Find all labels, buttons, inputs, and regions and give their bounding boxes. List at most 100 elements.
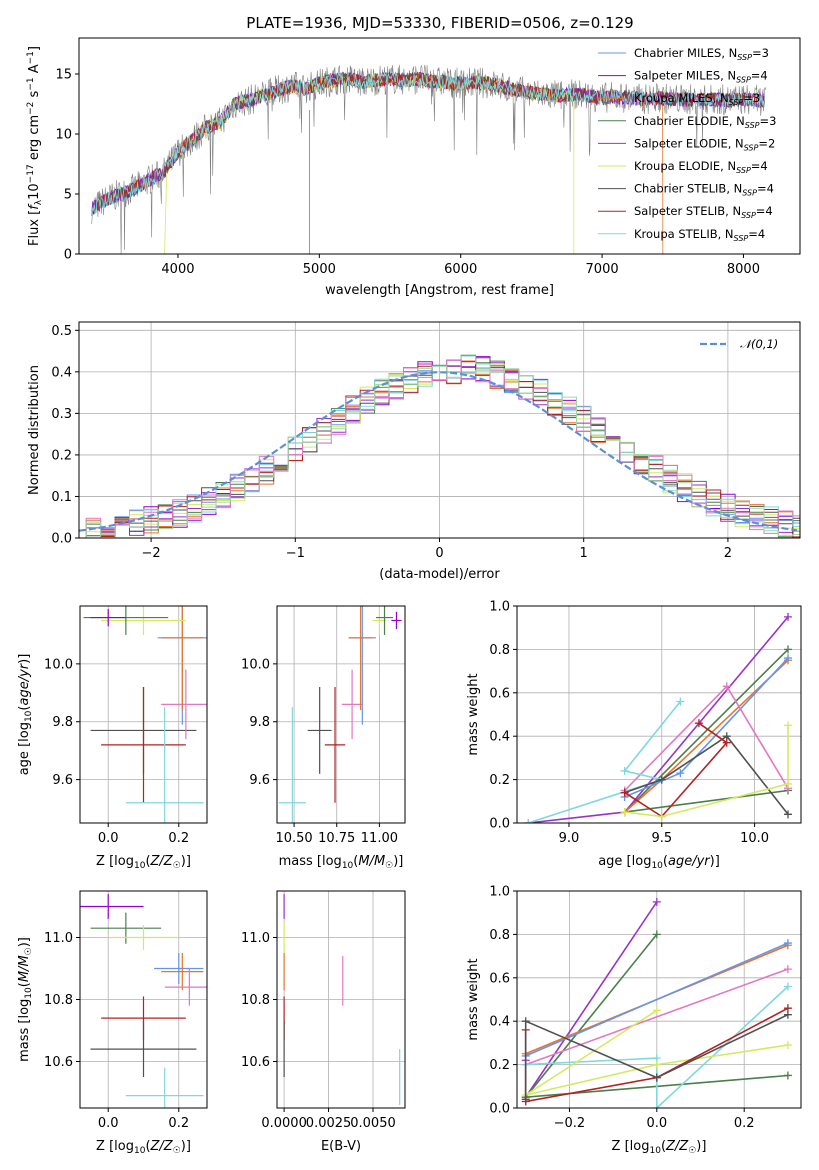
series-group bbox=[524, 612, 793, 823]
label-part: mass [log bbox=[17, 999, 32, 1062]
x-axis-label: Z [log10(Z/Z☉)] bbox=[96, 1139, 191, 1156]
label-part: M/M bbox=[358, 854, 385, 869]
model-kroupa_elodie-line bbox=[164, 72, 575, 254]
label-part: ( bbox=[17, 706, 32, 711]
y-tick-label: 9.8 bbox=[249, 715, 270, 730]
label-part: 10 bbox=[649, 1146, 661, 1156]
weight-marker-kroupa_stelib bbox=[676, 697, 685, 706]
legend-sub: SSP bbox=[737, 53, 752, 62]
weight-marker-chabrier_miles bbox=[784, 654, 793, 663]
legend-label: Salpeter MILES, N bbox=[634, 69, 736, 83]
legend-sub: SSP bbox=[745, 121, 760, 130]
y-tick-label: 10.8 bbox=[44, 993, 73, 1008]
label-part: )] bbox=[393, 854, 403, 869]
label-part: −2 bbox=[26, 102, 36, 115]
axes-frame bbox=[78, 37, 801, 255]
weight-marker-chabrier_miles bbox=[676, 769, 685, 778]
histogram-lightgreen bbox=[79, 365, 800, 538]
x-tick-label: 6000 bbox=[444, 262, 477, 277]
x-tick-label: 0.2 bbox=[734, 1116, 755, 1131]
y-tick-label: 0.5 bbox=[51, 324, 72, 339]
y-tick-label: 0.2 bbox=[489, 1058, 510, 1073]
x-tick-label: 0.0 bbox=[98, 831, 119, 846]
series-group bbox=[83, 606, 207, 823]
label-part: 10 bbox=[134, 861, 146, 871]
legend-value: =3 bbox=[743, 91, 760, 105]
legend-label: Chabrier ELODIE, N bbox=[634, 114, 745, 128]
series-group bbox=[80, 894, 207, 1108]
y-tick-label: 10.0 bbox=[241, 657, 270, 672]
weight-marker-salpeter_stelib bbox=[620, 788, 629, 797]
weight-line-salpeter_elodie bbox=[524, 901, 658, 1100]
y-tick-label: 0.6 bbox=[489, 686, 510, 701]
label-part: )] bbox=[17, 654, 32, 664]
y-tick-label: 10.8 bbox=[241, 993, 270, 1008]
histogram-pink bbox=[79, 359, 800, 538]
x-tick-label: 2 bbox=[724, 546, 732, 561]
legend-value: =4 bbox=[748, 227, 765, 241]
x-tick-label: 11.00 bbox=[361, 831, 398, 846]
y-axis-label: Flux [fλ10−17 erg cm−2 s−1 A−1] bbox=[26, 46, 44, 246]
legend-value: =4 bbox=[751, 69, 768, 83]
weight-marker-chabrier_stelib bbox=[521, 1017, 530, 1026]
model-kroupa_stelib-line bbox=[91, 71, 765, 216]
weight-marker-kroupa_stelib bbox=[524, 819, 533, 823]
axes-frame bbox=[78, 321, 801, 539]
grid-lines bbox=[517, 605, 801, 824]
legend-sub: SSP bbox=[736, 76, 751, 85]
weight-marker-kroupa_elodie bbox=[783, 1041, 792, 1050]
y-tick-label: 9.8 bbox=[52, 715, 73, 730]
axes-weight_vs_age: 9.0 9.5 10.0 0.0 0.2 0.4 0.6 0.8 1.0 age [log10(a… bbox=[466, 600, 802, 871]
label-part: Z/Z bbox=[665, 1139, 689, 1154]
label-part: Normed distribution bbox=[27, 365, 42, 495]
weight-marker-kroupa_elodie bbox=[652, 1006, 661, 1015]
weight-marker-chabrier_stelib bbox=[652, 1073, 661, 1082]
y-tick-label: 0.2 bbox=[51, 448, 72, 463]
weight-line-chabrier_elodie bbox=[622, 648, 789, 814]
label-part: −1 bbox=[26, 77, 36, 90]
weight-marker-salpeter_stelib bbox=[722, 738, 731, 747]
x-tick-label: 9.0 bbox=[559, 831, 580, 846]
x-tick-label: 10.75 bbox=[318, 831, 355, 846]
label-part: ( bbox=[145, 1139, 150, 1154]
axes-frame bbox=[79, 890, 208, 1109]
y-tick-label: 0.0 bbox=[489, 1102, 510, 1117]
legend-value: =4 bbox=[751, 159, 768, 173]
series-group bbox=[283, 894, 401, 1105]
label-part: mass weight bbox=[466, 673, 481, 755]
weight-marker-salpeter_elodie bbox=[784, 612, 793, 621]
legend-sub: SSP bbox=[742, 189, 757, 198]
weight-line-salpeter_elodie bbox=[528, 616, 789, 823]
series-group bbox=[278, 606, 402, 823]
weight-marker-chabrier_elodie bbox=[783, 1071, 792, 1080]
y-tick-label: 5 bbox=[64, 188, 72, 203]
legend-entry: Salpeter ELODIE, NSSP=2 bbox=[634, 136, 775, 152]
series-group bbox=[79, 354, 800, 538]
label-part: )] bbox=[696, 1139, 706, 1154]
legend-entry: Kroupa STELIB, NSSP=4 bbox=[634, 227, 765, 243]
y-tick-label: 1.0 bbox=[489, 600, 510, 615]
weight-line-salpeter_stelib bbox=[624, 722, 728, 818]
label-part: 10 bbox=[24, 987, 34, 999]
x-axis-label: (data-model)/error bbox=[379, 567, 500, 582]
weight-marker-pink bbox=[783, 965, 792, 974]
x-tick-label: −0.2 bbox=[554, 1116, 586, 1131]
label-part: age/yr bbox=[668, 854, 711, 869]
label-part: age [log bbox=[598, 854, 651, 869]
label-part: λ bbox=[34, 199, 44, 205]
y-tick-label: 10.0 bbox=[44, 657, 73, 672]
weight-line-kroupa_elodie bbox=[624, 725, 789, 818]
weight-marker-kroupa_elodie bbox=[652, 1060, 661, 1069]
x-tick-label: 9.5 bbox=[651, 831, 672, 846]
y-tick-label: 15 bbox=[55, 68, 72, 83]
legend-value: =4 bbox=[757, 182, 774, 196]
x-tick-label: 7000 bbox=[586, 262, 619, 277]
label-part: mass [log bbox=[279, 854, 342, 869]
y-tick-label: 0.3 bbox=[51, 407, 72, 422]
label-part: ☉ bbox=[385, 861, 393, 871]
series-group bbox=[91, 64, 767, 254]
label-part: Z [log bbox=[612, 1139, 650, 1154]
